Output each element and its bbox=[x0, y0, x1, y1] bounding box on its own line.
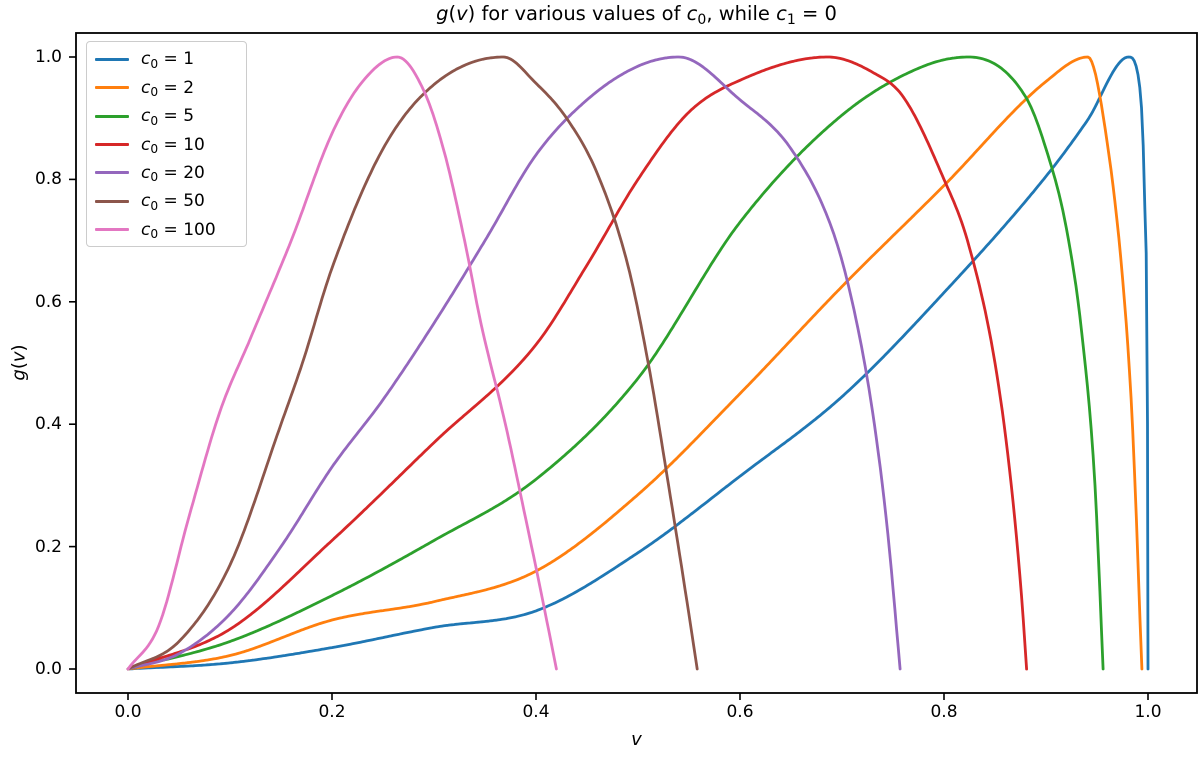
x-tick-label: 0.6 bbox=[726, 702, 754, 722]
text-run: c bbox=[141, 219, 151, 240]
text-run: v bbox=[8, 351, 30, 363]
text-run: = 100 bbox=[158, 219, 216, 240]
legend-entry-label: c0 = 20 bbox=[141, 162, 205, 185]
legend-entry-label: c0 = 10 bbox=[141, 134, 205, 156]
y-axis-label: g(v) bbox=[9, 318, 30, 408]
text-run: c bbox=[141, 162, 151, 183]
curve-c0100 bbox=[126, 55, 558, 671]
text-run: 0 bbox=[150, 85, 159, 100]
text-run: c bbox=[141, 191, 151, 212]
text-run: v bbox=[456, 2, 468, 25]
legend-entry: c0 = 1 bbox=[87, 45, 246, 73]
text-run: c bbox=[141, 106, 151, 127]
text-run: 0 bbox=[150, 141, 159, 156]
text-run: ( bbox=[8, 362, 30, 370]
text-run: = 0 bbox=[795, 2, 837, 25]
legend-entry-label: c0 = 1 bbox=[141, 49, 195, 71]
legend-line-sample bbox=[95, 57, 129, 61]
y-tick-label: 0.2 bbox=[34, 536, 62, 557]
curve-c050 bbox=[126, 55, 699, 671]
legend-entry: c0 = 100 bbox=[87, 216, 246, 244]
legend: c0 = 1 c0 = 2 c0 = 5 c0 = 10 c0 = 20 c0 = 50 c… bbox=[86, 41, 247, 247]
text-run: = 50 bbox=[158, 191, 205, 212]
text-run: 0 bbox=[150, 170, 159, 185]
text-run: 0 bbox=[150, 113, 159, 128]
text-run: c bbox=[776, 2, 787, 25]
legend-entry-label: c0 = 100 bbox=[141, 219, 216, 242]
text-run: = 1 bbox=[158, 49, 195, 70]
text-run: = 10 bbox=[158, 134, 205, 155]
text-run: v bbox=[631, 729, 642, 750]
legend-entry: c0 = 20 bbox=[87, 159, 246, 187]
curve-c01 bbox=[126, 55, 1150, 671]
text-run: ( bbox=[448, 2, 457, 25]
curve-c010 bbox=[126, 55, 1028, 671]
text-run: c bbox=[141, 134, 151, 155]
y-tick-label: 1.0 bbox=[34, 47, 62, 67]
y-tick-label: 0.8 bbox=[34, 169, 62, 190]
text-run: = 5 bbox=[158, 106, 195, 127]
y-tick-label: 0.4 bbox=[34, 414, 62, 435]
legend-entry-label: c0 = 50 bbox=[141, 191, 205, 213]
text-run: 0 bbox=[697, 11, 707, 28]
text-run: = 20 bbox=[158, 162, 205, 183]
legend-line-sample bbox=[95, 114, 129, 118]
curve-c02 bbox=[126, 55, 1144, 671]
text-run: = 2 bbox=[158, 77, 195, 98]
text-run: 0 bbox=[150, 56, 159, 71]
x-tick-label: 0.2 bbox=[318, 702, 346, 722]
text-run: , while bbox=[706, 2, 777, 25]
x-tick-label: 1.0 bbox=[1134, 702, 1162, 722]
x-tick-label: 0.0 bbox=[114, 702, 142, 722]
text-run: ) bbox=[8, 344, 30, 352]
text-run: c bbox=[141, 49, 151, 70]
legend-entry-label: c0 = 5 bbox=[141, 106, 195, 128]
legend-entry: c0 = 2 bbox=[87, 73, 246, 101]
y-tick-label: 0.0 bbox=[34, 659, 62, 679]
text-run: 0 bbox=[150, 198, 159, 213]
y-tick-label: 0.6 bbox=[34, 291, 62, 312]
text-run: 0 bbox=[150, 227, 159, 242]
legend-line-sample bbox=[95, 199, 129, 203]
curve-c020 bbox=[126, 55, 902, 671]
text-run: c bbox=[141, 77, 151, 98]
legend-entry-label: c0 = 2 bbox=[141, 77, 195, 100]
text-run: g bbox=[436, 2, 449, 25]
chart-title: g(v) for various values of c0, while c1 … bbox=[0, 2, 1200, 28]
legend-entry: c0 = 10 bbox=[87, 130, 246, 158]
text-run: ) for various values of bbox=[467, 2, 687, 25]
legend-entry: c0 = 5 bbox=[87, 102, 246, 130]
legend-line-sample bbox=[95, 171, 129, 175]
legend-entry: c0 = 50 bbox=[87, 187, 246, 215]
text-run: g bbox=[8, 369, 30, 381]
legend-line-sample bbox=[95, 228, 129, 232]
x-tick-label: 0.8 bbox=[930, 702, 958, 722]
curve-c05 bbox=[126, 55, 1105, 671]
plot-border bbox=[75, 32, 1198, 694]
x-tick-label: 0.4 bbox=[522, 702, 550, 722]
legend-line-sample bbox=[95, 86, 129, 90]
x-axis-label: v bbox=[0, 729, 1200, 750]
legend-line-sample bbox=[95, 143, 129, 147]
text-run: 1 bbox=[786, 11, 796, 28]
curves bbox=[126, 55, 1150, 671]
text-run: c bbox=[686, 2, 698, 25]
